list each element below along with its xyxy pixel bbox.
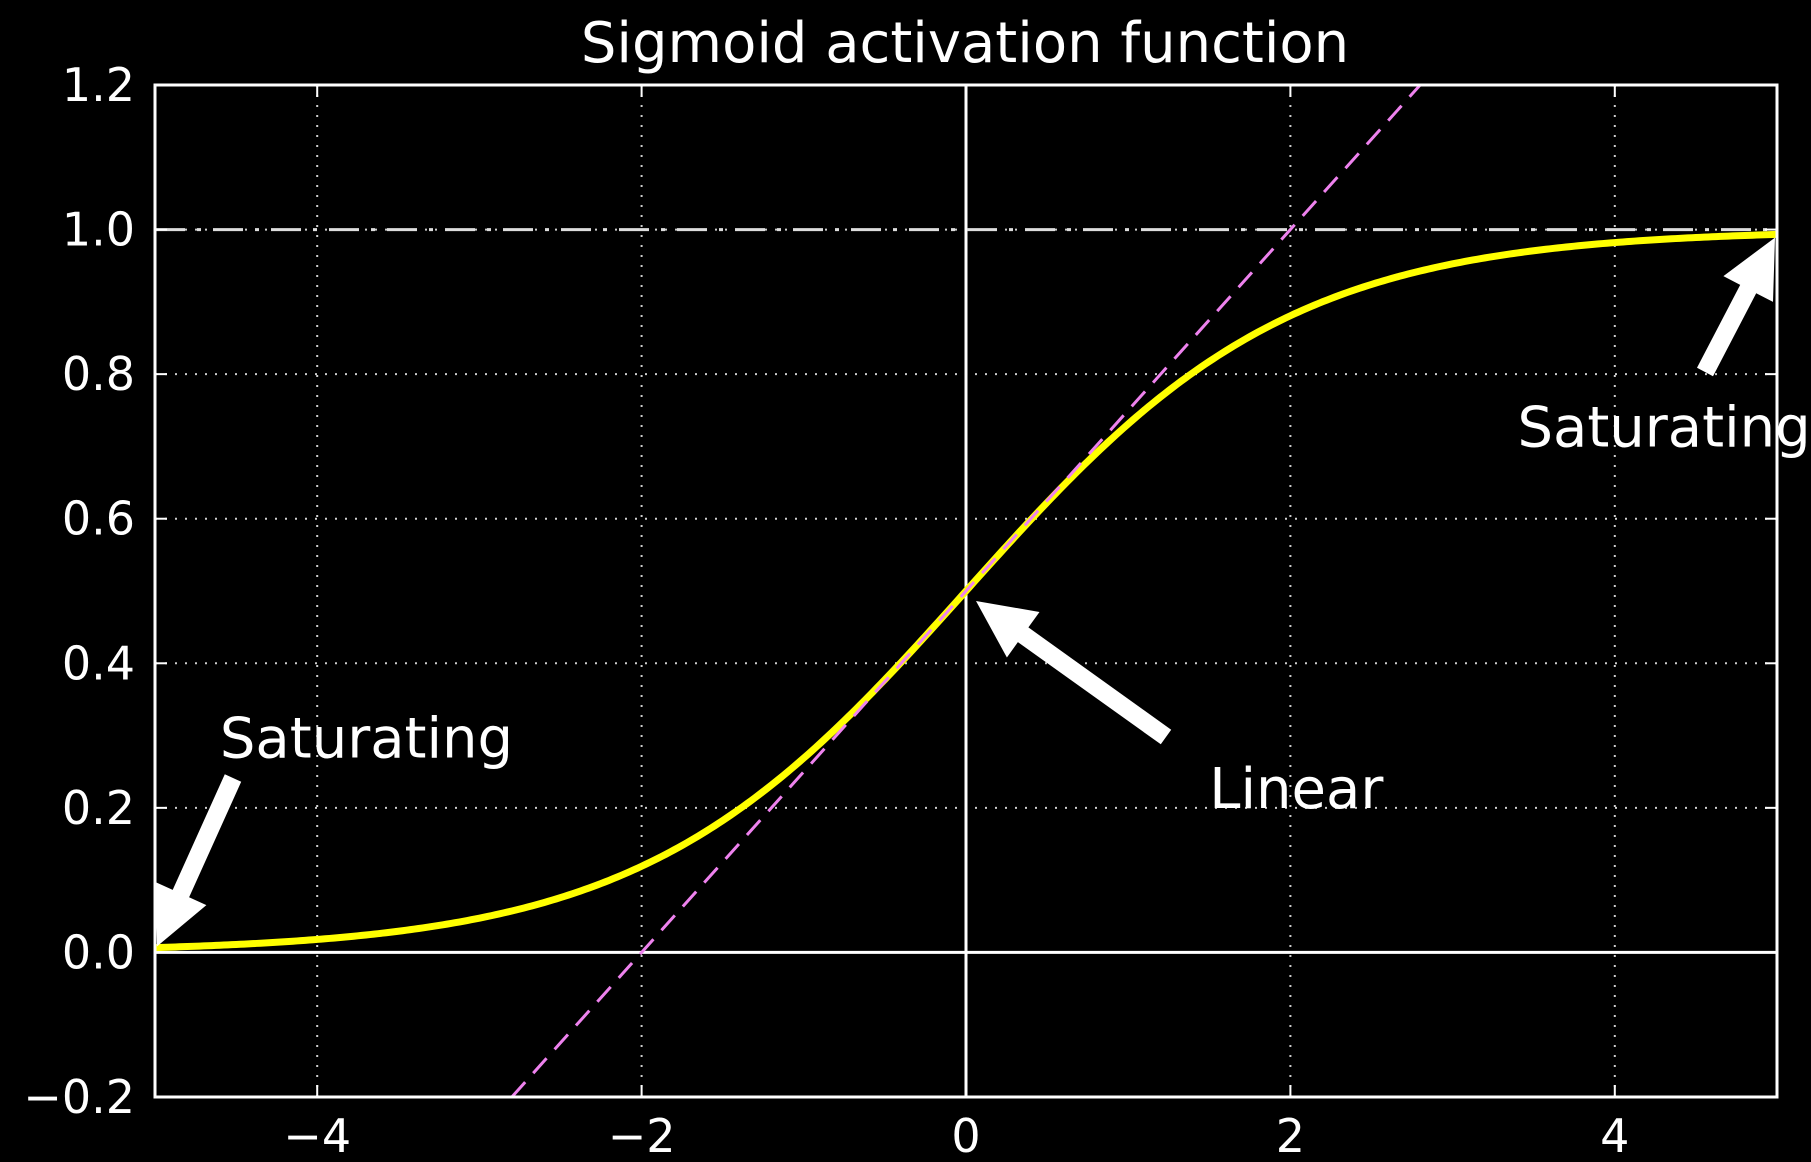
x-tick-label: −2 — [608, 1109, 676, 1162]
x-tick-label: −4 — [283, 1109, 351, 1162]
x-tick-label: 0 — [951, 1109, 980, 1162]
y-tick-label: 0.8 — [62, 347, 135, 401]
arrow-saturating-right — [1697, 237, 1775, 377]
annotation-saturating-left: Saturating — [220, 706, 513, 771]
y-tick-label: 1.0 — [62, 203, 135, 257]
y-tick-label: 0.6 — [62, 492, 135, 546]
annotations: Saturating Linear Saturating — [155, 237, 1811, 947]
x-tick-label: 2 — [1276, 1109, 1305, 1162]
plot-frame — [153, 83, 1779, 1099]
annotation-saturating-right: Saturating — [1517, 395, 1810, 460]
y-tick-label: −0.2 — [23, 1070, 135, 1124]
arrow-linear — [976, 601, 1172, 745]
y-tick-label: 1.2 — [62, 58, 135, 112]
annotation-linear: Linear — [1209, 757, 1384, 822]
tick-labels: −4 −2 0 2 4 −0.2 0.0 0.2 0.4 0.6 0.8 1.0 1.2 — [23, 58, 1629, 1162]
arrow-saturating-left — [155, 774, 242, 947]
chart-title: Sigmoid activation function — [581, 11, 1349, 76]
y-tick-label: 0.2 — [62, 781, 135, 835]
series-lines — [154, 83, 1778, 1099]
tangent-line — [510, 83, 1422, 1099]
x-tick-label: 4 — [1600, 1109, 1629, 1162]
y-tick-label: 0.4 — [62, 636, 135, 690]
y-tick-label: 0.0 — [62, 925, 135, 979]
